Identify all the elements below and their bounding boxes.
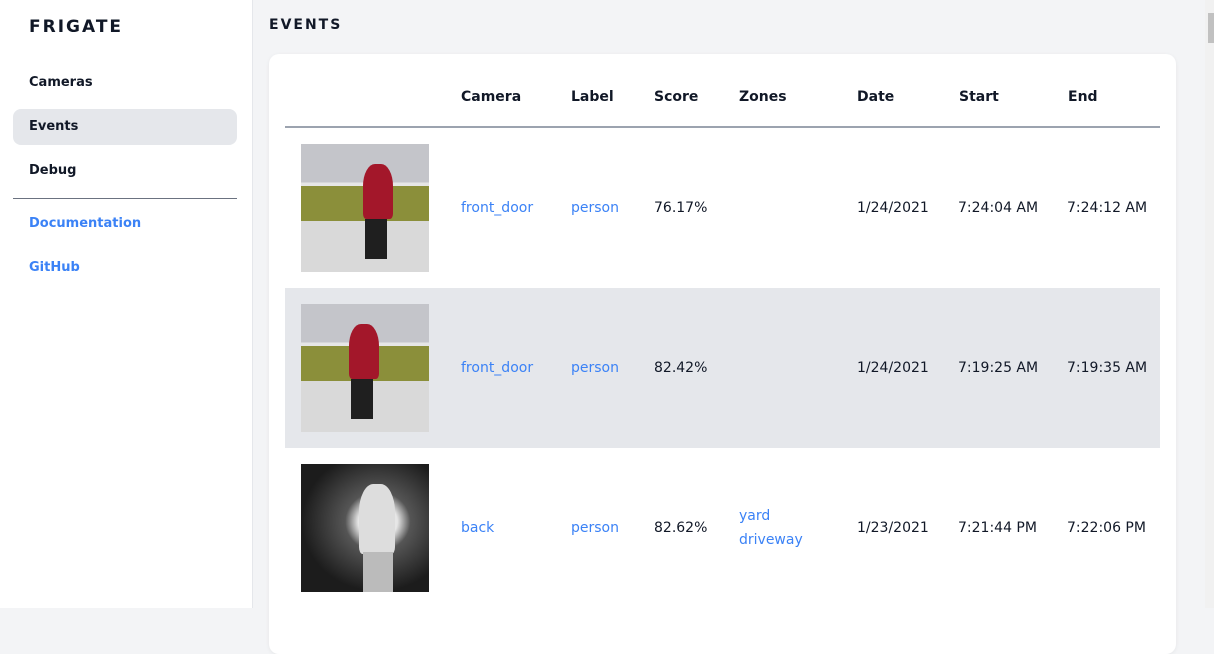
header-end: End xyxy=(1068,89,1098,105)
header-camera: Camera xyxy=(461,89,522,105)
sidebar-divider xyxy=(13,198,237,199)
header-zones: Zones xyxy=(739,89,787,105)
label-link[interactable]: person xyxy=(571,360,619,376)
start-value: 7:19:25 AM xyxy=(958,360,1039,376)
end-value: 7:24:12 AM xyxy=(1067,200,1148,216)
event-thumbnail[interactable] xyxy=(301,304,429,432)
camera-link[interactable]: front_door xyxy=(461,360,534,376)
event-thumbnail[interactable] xyxy=(301,144,429,272)
label-link[interactable]: person xyxy=(571,200,619,216)
date-value: 1/24/2021 xyxy=(857,360,929,376)
header-date: Date xyxy=(857,89,895,105)
sidebar-item-events[interactable]: Events xyxy=(13,109,237,145)
page-title: EVENTS xyxy=(269,17,343,33)
start-value: 7:24:04 AM xyxy=(958,200,1039,216)
score-value: 76.17% xyxy=(654,200,708,216)
zone-link[interactable]: yard xyxy=(739,508,771,524)
table-row[interactable]: front_door person 82.42% 1/24/2021 7:19:25 A… xyxy=(285,288,1160,448)
score-value: 82.42% xyxy=(654,360,708,376)
end-value: 7:22:06 PM xyxy=(1067,520,1146,536)
zone-link[interactable]: driveway xyxy=(739,532,803,548)
header-label: Label xyxy=(571,89,614,105)
date-value: 1/24/2021 xyxy=(857,200,929,216)
sidebar-link-github[interactable]: GitHub xyxy=(29,260,80,275)
score-value: 82.62% xyxy=(654,520,708,536)
header-divider xyxy=(285,126,1160,128)
sidebar-item-cameras[interactable]: Cameras xyxy=(29,75,93,90)
event-thumbnail[interactable] xyxy=(301,464,429,592)
scrollbar[interactable] xyxy=(1205,0,1214,608)
table-row[interactable]: front_door person 76.17% 1/24/2021 7:24:04 A… xyxy=(285,128,1160,288)
brand-logo[interactable]: FRIGATE xyxy=(29,17,124,37)
sidebar-link-documentation[interactable]: Documentation xyxy=(29,216,142,231)
sidebar: FRIGATE Cameras Events Debug Documentati… xyxy=(0,0,253,608)
date-value: 1/23/2021 xyxy=(857,520,929,536)
zones-cell: yard driveway xyxy=(739,448,803,608)
camera-link[interactable]: front_door xyxy=(461,200,534,216)
scrollbar-thumb[interactable] xyxy=(1208,13,1214,43)
camera-link[interactable]: back xyxy=(461,520,495,536)
header-start: Start xyxy=(959,89,999,105)
start-value: 7:21:44 PM xyxy=(958,520,1037,536)
label-link[interactable]: person xyxy=(571,520,619,536)
sidebar-item-debug[interactable]: Debug xyxy=(29,163,77,178)
end-value: 7:19:35 AM xyxy=(1067,360,1148,376)
table-row[interactable]: back person 82.62% yard driveway 1/23/2021 7:2… xyxy=(285,448,1160,608)
header-score: Score xyxy=(654,89,699,105)
